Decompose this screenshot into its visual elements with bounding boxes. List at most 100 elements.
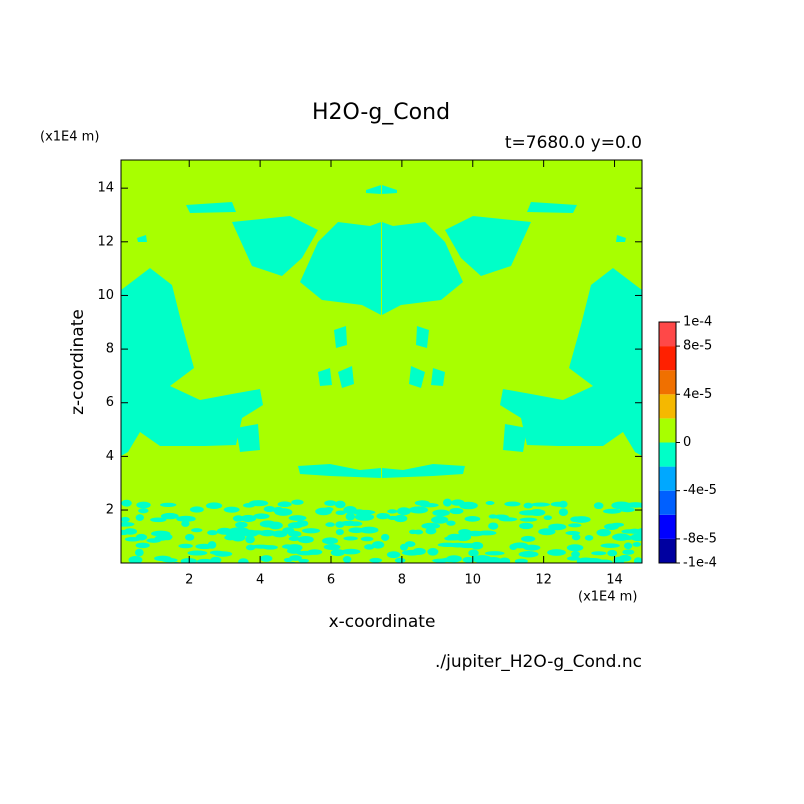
x-tick-label: 12 [535, 573, 552, 588]
field-region [423, 564, 433, 569]
field-region [288, 536, 300, 542]
colorbar-label: -1e-4 [683, 556, 717, 571]
field-region [464, 516, 481, 522]
field-region [259, 529, 276, 537]
field-region [121, 499, 132, 507]
field-region [342, 555, 352, 563]
field-region [232, 216, 318, 276]
subtitle: t=7680.0 y=0.0 [505, 133, 642, 153]
field-region [485, 557, 502, 563]
plot-frame [120, 159, 643, 564]
field-region [404, 541, 416, 548]
field-region [571, 550, 580, 558]
field-region [121, 160, 642, 563]
field-region [470, 541, 484, 550]
field-region [477, 530, 497, 536]
field-region [191, 528, 203, 533]
colorbar-label: 1e-4 [683, 315, 712, 330]
field-region [205, 502, 223, 509]
field-region [409, 366, 425, 388]
field-region [161, 533, 173, 541]
field-region [301, 528, 321, 534]
colorbar-band [659, 538, 676, 563]
field-region [547, 549, 566, 556]
field-region [277, 501, 292, 508]
field-region [619, 507, 635, 513]
x-tick-label: 6 [327, 573, 335, 588]
field-region [427, 548, 439, 556]
colorbar-band [659, 490, 676, 515]
y-tick-label: 6 [106, 395, 114, 410]
field-region [135, 514, 144, 521]
field-region [207, 530, 218, 536]
field-region [412, 547, 426, 555]
field-region [453, 562, 459, 563]
field-region [134, 548, 144, 557]
y-tick-label: 2 [106, 503, 114, 518]
field-region [210, 556, 222, 563]
field-region [389, 566, 400, 571]
field-region [231, 533, 246, 542]
field-region [186, 202, 236, 213]
field-region [538, 528, 556, 536]
field-region [558, 508, 569, 517]
field-region [640, 536, 642, 540]
field-region [268, 521, 283, 530]
field-region [618, 554, 632, 562]
field-region [425, 527, 437, 535]
field-region [543, 515, 553, 521]
x-tick-label: 4 [256, 573, 264, 588]
field-region [558, 500, 568, 508]
field-region [530, 502, 551, 507]
field-region [296, 520, 309, 527]
field-region [359, 526, 379, 534]
field-region [596, 528, 612, 537]
field-region [213, 551, 233, 557]
field-region [611, 567, 623, 571]
colorbar-label: -4e-5 [683, 483, 717, 498]
field-region [121, 562, 126, 563]
field-region [306, 565, 326, 572]
field-region [626, 502, 642, 508]
field-region [636, 528, 642, 536]
field-region [324, 507, 334, 512]
field-region [523, 544, 541, 551]
field-region [396, 507, 411, 516]
colorbar-band [659, 514, 676, 539]
field-region [431, 515, 449, 524]
field-region [498, 557, 511, 563]
field-region [366, 185, 381, 194]
field-region [263, 506, 276, 513]
field-region [413, 529, 424, 535]
field-region [584, 534, 594, 541]
field-region [349, 521, 363, 527]
field-region [189, 506, 204, 513]
field-region [380, 562, 385, 563]
field-region [343, 536, 358, 541]
field-region [176, 515, 196, 522]
field-region [360, 536, 374, 542]
field-region [160, 502, 177, 507]
field-region [184, 533, 195, 541]
field-region [454, 533, 472, 542]
field-region [593, 502, 604, 510]
field-region [369, 563, 381, 569]
field-region [335, 510, 346, 516]
x-tick-label: 10 [464, 573, 481, 588]
colorbar-band [659, 466, 676, 491]
field-region [121, 516, 130, 523]
colorbar-band [659, 442, 676, 467]
field-region [245, 535, 255, 544]
colorbar-band [659, 370, 676, 395]
field-region [568, 523, 582, 528]
field-region [600, 543, 620, 548]
field-region [548, 523, 567, 531]
field-region [594, 559, 613, 563]
field-region [135, 533, 148, 541]
y-unit: (x1E4 m) [40, 130, 99, 145]
field-region [364, 544, 375, 550]
field-region [421, 522, 441, 530]
field-region [623, 542, 633, 550]
field-region [607, 549, 618, 557]
x-tick-label: 14 [606, 573, 623, 588]
